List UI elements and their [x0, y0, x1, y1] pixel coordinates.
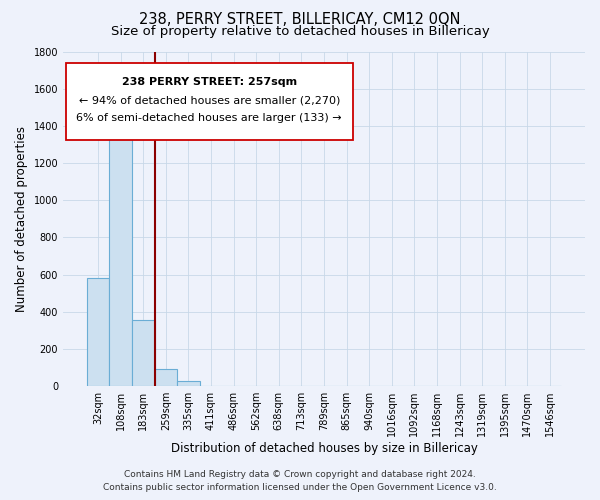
Text: ← 94% of detached houses are smaller (2,270): ← 94% of detached houses are smaller (2,… — [79, 95, 340, 105]
Text: Contains HM Land Registry data © Crown copyright and database right 2024.
Contai: Contains HM Land Registry data © Crown c… — [103, 470, 497, 492]
Text: 238, PERRY STREET, BILLERICAY, CM12 0QN: 238, PERRY STREET, BILLERICAY, CM12 0QN — [139, 12, 461, 28]
X-axis label: Distribution of detached houses by size in Billericay: Distribution of detached houses by size … — [170, 442, 478, 455]
Y-axis label: Number of detached properties: Number of detached properties — [15, 126, 28, 312]
Text: 6% of semi-detached houses are larger (133) →: 6% of semi-detached houses are larger (1… — [76, 114, 342, 124]
FancyBboxPatch shape — [65, 63, 353, 140]
Bar — [132, 320, 155, 386]
Text: 238 PERRY STREET: 257sqm: 238 PERRY STREET: 257sqm — [122, 76, 297, 86]
Bar — [87, 278, 109, 386]
Bar — [177, 380, 200, 386]
Text: Size of property relative to detached houses in Billericay: Size of property relative to detached ho… — [110, 25, 490, 38]
Bar — [155, 368, 177, 386]
Bar — [109, 135, 132, 386]
